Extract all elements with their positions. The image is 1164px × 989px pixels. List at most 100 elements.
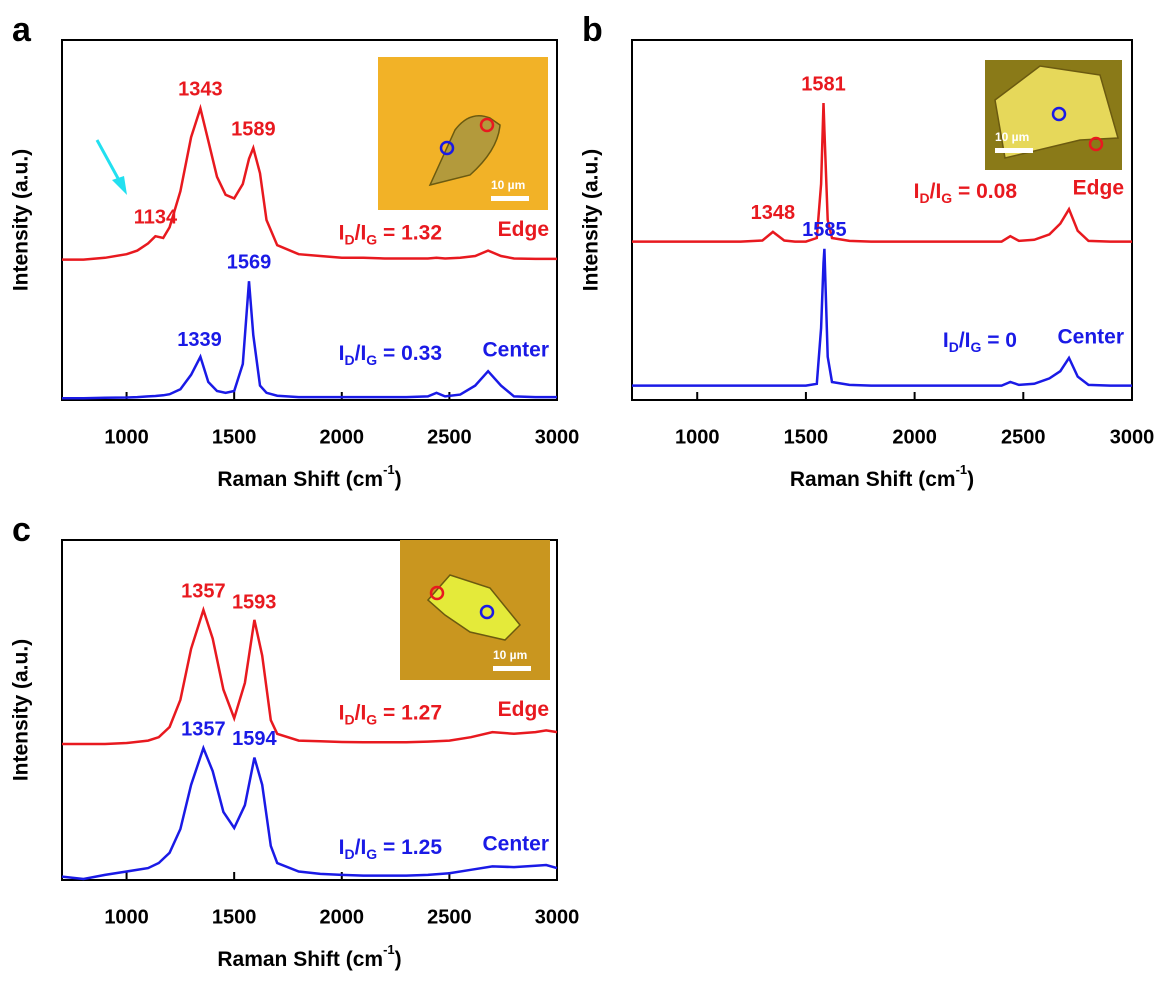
ratio-part: I xyxy=(914,180,920,203)
spectrum-line xyxy=(632,102,1132,243)
peak-label: 1569 xyxy=(227,251,272,273)
x-axis-label: Raman Shift (cm-1) xyxy=(217,462,401,490)
ratio-part: G xyxy=(366,352,377,368)
peak-label: 1581 xyxy=(801,73,846,95)
ratio-part: D xyxy=(345,231,355,247)
peak-label: 1357 xyxy=(181,718,226,740)
x-tick-label: 2500 xyxy=(1001,426,1046,448)
x-axis-label-part: ) xyxy=(967,468,974,491)
ratio-part: G xyxy=(941,190,952,206)
ratio-label: ID/IG = 1.25 xyxy=(339,836,443,862)
panel-label: c xyxy=(12,511,31,549)
peak-label: 1339 xyxy=(177,329,222,351)
peak-label: 1589 xyxy=(231,118,276,140)
ratio-part: = 0.33 xyxy=(377,342,442,365)
inset-edge-spot xyxy=(479,117,495,133)
ratio-part: /I xyxy=(959,328,971,351)
ratio-part: D xyxy=(920,190,930,206)
ratio-part: = 1.25 xyxy=(377,836,442,859)
ratio-label: ID/IG = 0 xyxy=(943,328,1017,354)
x-tick-label: 3000 xyxy=(535,906,580,928)
ratio-part: /I xyxy=(355,701,367,724)
x-axis-label-part: -1 xyxy=(383,462,395,477)
ratio-part: D xyxy=(345,352,355,368)
ratio-part: D xyxy=(949,339,959,355)
ratio-part: = 0 xyxy=(981,328,1017,351)
x-axis-label: Raman Shift (cm-1) xyxy=(790,462,974,490)
scale-bar xyxy=(995,148,1033,153)
spectrum-line xyxy=(62,281,557,400)
x-axis-label-part: -1 xyxy=(956,462,968,477)
series-label: Center xyxy=(482,339,549,362)
x-tick-label: 1500 xyxy=(784,426,829,448)
x-tick-label: 1000 xyxy=(104,426,149,448)
scale-bar-label: 10 µm xyxy=(493,648,527,662)
x-tick-label: 2000 xyxy=(320,906,365,928)
ratio-part: G xyxy=(366,711,377,727)
ratio-part: I xyxy=(943,328,949,351)
plot-frame xyxy=(61,39,558,401)
ratio-part: I xyxy=(339,342,345,365)
x-axis-label-part: ) xyxy=(395,948,402,971)
inset-flake xyxy=(994,65,1119,159)
x-axis-label-part: Raman Shift (cm xyxy=(790,468,956,491)
arrow-head xyxy=(112,176,127,195)
spectrum-line xyxy=(61,744,558,881)
peak-label: 1593 xyxy=(232,592,277,614)
x-tick-label: 1500 xyxy=(212,426,257,448)
x-tick-label: 2000 xyxy=(892,426,937,448)
x-tick-label: 3000 xyxy=(1110,426,1155,448)
x-tick-label: 1500 xyxy=(212,906,257,928)
series-label: Center xyxy=(1057,325,1124,348)
ratio-part: = 1.27 xyxy=(377,701,442,724)
y-axis-label: Intensity (a.u.) xyxy=(580,149,603,291)
x-tick-label: 1000 xyxy=(104,906,149,928)
y-axis-label: Intensity (a.u.) xyxy=(10,149,33,291)
ratio-part: /I xyxy=(355,836,367,859)
scale-bar xyxy=(491,196,529,201)
peak-label: 1343 xyxy=(178,79,223,101)
ratio-part: = 0.08 xyxy=(952,180,1017,203)
scale-bar-label: 10 µm xyxy=(995,130,1029,144)
inset-flake xyxy=(428,115,501,187)
scale-bar xyxy=(493,666,531,671)
x-tick-label: 3000 xyxy=(535,426,580,448)
x-axis-label-part: Raman Shift (cm xyxy=(217,948,383,971)
ratio-part: = 1.32 xyxy=(377,221,442,244)
peak-label: 1348 xyxy=(751,202,796,224)
ratio-part: G xyxy=(366,231,377,247)
ratio-label: ID/IG = 1.27 xyxy=(339,701,442,727)
peak-label: 1594 xyxy=(232,728,277,750)
panel-label: a xyxy=(12,11,32,49)
x-axis-label: Raman Shift (cm-1) xyxy=(217,942,401,970)
x-tick-label: 2000 xyxy=(320,426,365,448)
inset-center-spot xyxy=(479,604,495,620)
inset-edge-spot xyxy=(1088,136,1104,152)
series-label: Edge xyxy=(498,218,549,241)
x-tick-label: 1000 xyxy=(675,426,720,448)
inset-flake xyxy=(426,574,522,641)
y-axis-label: Intensity (a.u.) xyxy=(10,639,33,781)
ratio-label: ID/IG = 1.32 xyxy=(339,221,442,247)
peak-label: 1585 xyxy=(802,219,847,241)
scale-bar-label: 10 µm xyxy=(491,178,525,192)
ratio-part: I xyxy=(339,221,345,244)
ratio-label: ID/IG = 0.33 xyxy=(339,342,442,368)
series-label: Center xyxy=(482,833,549,856)
plot-frame xyxy=(631,39,1133,401)
series-label: Edge xyxy=(1073,177,1124,200)
ratio-part: /I xyxy=(355,342,367,365)
ratio-part: /I xyxy=(930,180,942,203)
inset-center-spot xyxy=(439,140,455,156)
spectrum-line xyxy=(632,248,1132,387)
x-tick-label: 2500 xyxy=(427,906,472,928)
inset-edge-spot xyxy=(429,585,445,601)
ratio-label: ID/IG = 0.08 xyxy=(914,180,1018,206)
ratio-part: D xyxy=(345,846,355,862)
ratio-part: G xyxy=(970,339,981,355)
peak-label: 1134 xyxy=(134,206,178,228)
peak-label: 1357 xyxy=(181,580,226,602)
ratio-part: I xyxy=(339,836,345,859)
x-axis-label-part: ) xyxy=(395,468,402,491)
